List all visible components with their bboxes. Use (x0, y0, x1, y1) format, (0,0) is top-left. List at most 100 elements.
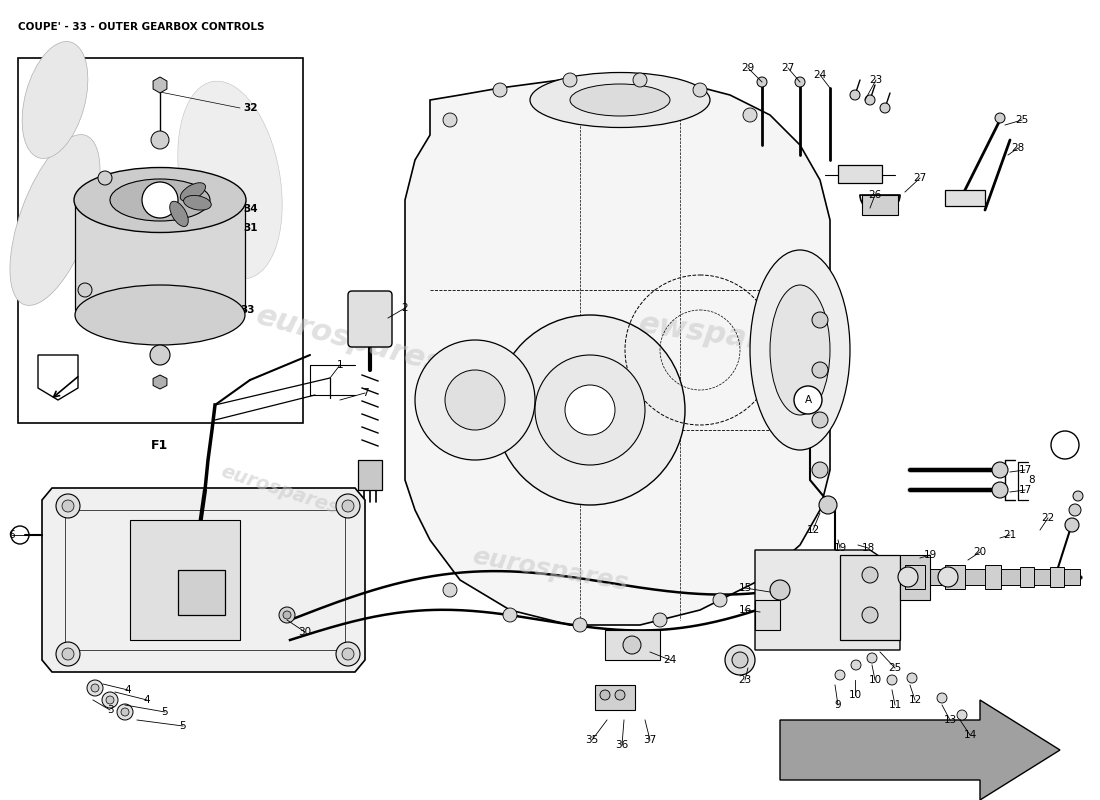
Circle shape (1069, 504, 1081, 516)
Circle shape (493, 83, 507, 97)
Text: 33: 33 (240, 305, 254, 315)
Ellipse shape (178, 81, 283, 279)
Polygon shape (755, 600, 780, 630)
Circle shape (446, 370, 505, 430)
Circle shape (336, 642, 360, 666)
FancyBboxPatch shape (18, 58, 303, 423)
Circle shape (1072, 491, 1084, 501)
Circle shape (142, 182, 178, 218)
Circle shape (62, 500, 74, 512)
Text: 6: 6 (9, 530, 15, 540)
Polygon shape (605, 630, 660, 660)
FancyBboxPatch shape (348, 291, 392, 347)
Circle shape (898, 567, 918, 587)
Text: 19: 19 (834, 543, 847, 553)
Circle shape (98, 171, 112, 185)
Circle shape (106, 696, 114, 704)
Circle shape (342, 500, 354, 512)
Text: eurospares: eurospares (253, 301, 447, 379)
Circle shape (102, 692, 118, 708)
Text: 5: 5 (162, 707, 168, 717)
Ellipse shape (10, 134, 100, 306)
Circle shape (865, 95, 874, 105)
Bar (1050, 567, 1064, 587)
Polygon shape (153, 375, 167, 389)
Text: 27: 27 (781, 63, 794, 73)
Text: 24: 24 (663, 655, 676, 665)
Text: 34: 34 (243, 204, 257, 214)
Circle shape (770, 580, 790, 600)
Ellipse shape (530, 73, 710, 127)
Circle shape (957, 710, 967, 720)
Text: 13: 13 (944, 715, 957, 725)
Text: 17: 17 (1019, 465, 1032, 475)
Text: 17: 17 (1019, 485, 1032, 495)
Circle shape (503, 608, 517, 622)
Circle shape (938, 567, 958, 587)
Polygon shape (838, 165, 882, 183)
Circle shape (812, 462, 828, 478)
Circle shape (62, 648, 74, 660)
Circle shape (862, 567, 878, 583)
Circle shape (996, 113, 1005, 123)
Bar (905, 565, 925, 589)
Circle shape (342, 648, 354, 660)
Text: 19: 19 (923, 550, 936, 560)
Text: COUPE' - 33 - OUTER GEARBOX CONTROLS: COUPE' - 33 - OUTER GEARBOX CONTROLS (18, 22, 264, 32)
Text: 18: 18 (861, 543, 875, 553)
Text: 1: 1 (337, 360, 343, 370)
Circle shape (794, 386, 822, 414)
Text: 4: 4 (124, 685, 131, 695)
Text: 35: 35 (585, 735, 598, 745)
Circle shape (937, 693, 947, 703)
Text: 30: 30 (298, 627, 311, 637)
Polygon shape (900, 569, 1080, 585)
Circle shape (56, 642, 80, 666)
Text: 27: 27 (913, 173, 926, 183)
Circle shape (283, 611, 292, 619)
Text: eurospares: eurospares (470, 545, 630, 595)
Circle shape (763, 563, 777, 577)
Circle shape (725, 645, 755, 675)
Circle shape (820, 496, 837, 514)
Ellipse shape (180, 182, 206, 202)
Circle shape (623, 636, 641, 654)
Circle shape (495, 315, 685, 505)
Circle shape (415, 340, 535, 460)
Circle shape (563, 73, 578, 87)
Text: 23: 23 (738, 675, 751, 685)
Circle shape (87, 680, 103, 696)
Polygon shape (153, 77, 167, 93)
Text: 25: 25 (889, 663, 902, 673)
Polygon shape (755, 550, 900, 650)
Circle shape (693, 83, 707, 97)
Text: 10: 10 (868, 675, 881, 685)
Text: A: A (1062, 440, 1068, 450)
Text: 28: 28 (1011, 143, 1024, 153)
Text: 16: 16 (738, 605, 751, 615)
Text: 2: 2 (402, 303, 408, 313)
Circle shape (851, 660, 861, 670)
Polygon shape (862, 195, 898, 215)
Polygon shape (595, 685, 635, 710)
Ellipse shape (110, 179, 210, 221)
Text: 21: 21 (1003, 530, 1016, 540)
Polygon shape (405, 78, 830, 625)
Text: A: A (804, 395, 812, 405)
Text: 22: 22 (1042, 513, 1055, 523)
Circle shape (336, 494, 360, 518)
Bar (984, 565, 1001, 589)
Circle shape (1050, 431, 1079, 459)
Polygon shape (358, 460, 382, 490)
Circle shape (443, 583, 456, 597)
Polygon shape (130, 520, 240, 640)
Circle shape (835, 670, 845, 680)
Polygon shape (42, 488, 365, 672)
Polygon shape (178, 570, 226, 615)
Text: 24: 24 (813, 70, 826, 80)
Circle shape (279, 607, 295, 623)
Circle shape (632, 73, 647, 87)
Bar (945, 565, 965, 589)
Text: 4: 4 (144, 695, 151, 705)
Polygon shape (840, 555, 900, 640)
